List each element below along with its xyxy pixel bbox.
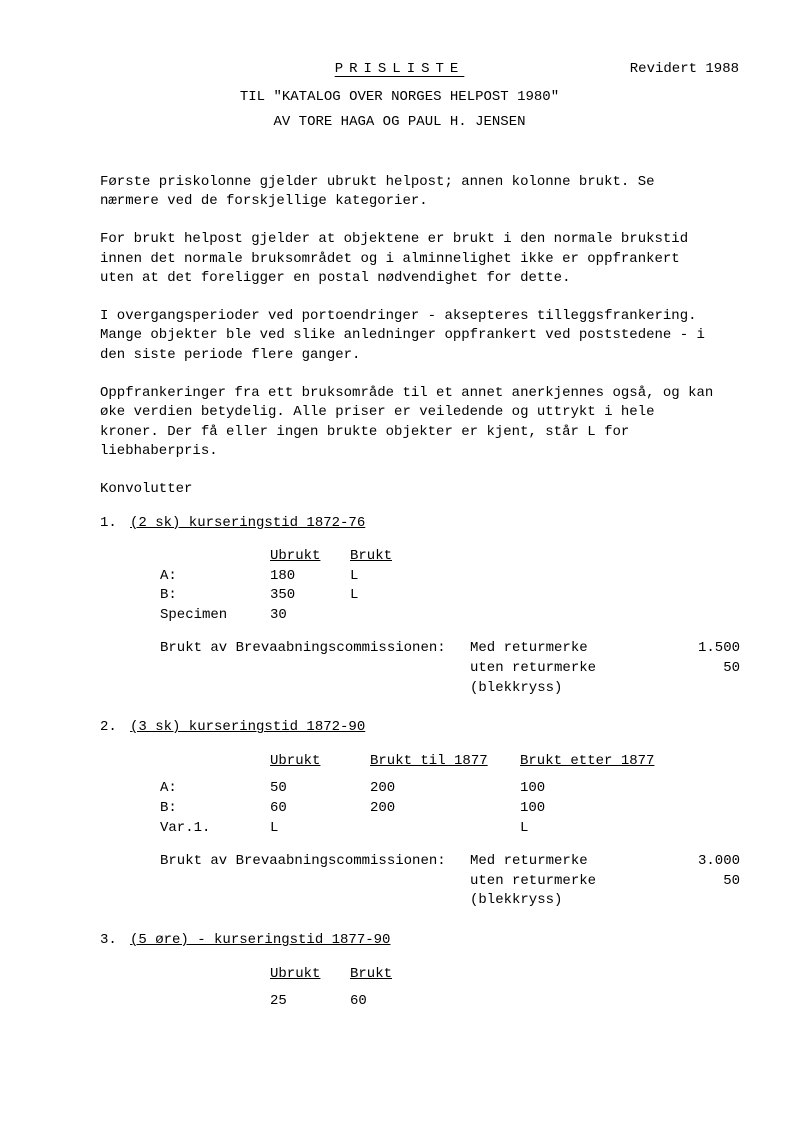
item-2-table: Ubrukt Brukt til 1877 Brukt etter 1877 A… (160, 752, 739, 838)
col-ubrukt: Ubrukt (270, 547, 350, 567)
cell: 180 (270, 567, 350, 587)
blank-cell (160, 752, 270, 772)
blank (160, 659, 470, 698)
item-2-title: (3 sk) kurseringstid 1872-90 (130, 718, 365, 738)
note-mid: Med returmerke (470, 639, 680, 659)
cell: 60 (270, 799, 370, 819)
cell: 25 (270, 992, 350, 1012)
note-val: 50 (680, 659, 740, 698)
table-row: Specimen 30 (160, 606, 739, 626)
cell: 200 (370, 779, 520, 799)
note-val: 3.000 (680, 852, 740, 872)
subtitle: TIL "KATALOG OVER NORGES HELPOST 1980" (60, 88, 739, 108)
paragraph-3: I overgangsperioder ved portoendringer -… (100, 307, 719, 366)
cell: 50 (270, 779, 370, 799)
cell: L (350, 567, 430, 587)
col-ubrukt: Ubrukt (270, 965, 350, 985)
cell: L (270, 819, 370, 839)
col-ubrukt: Ubrukt (270, 752, 370, 772)
item-2-note: Brukt av Brevaabningscommissionen: Med r… (160, 852, 739, 911)
col-brukt-etter: Brukt etter 1877 (520, 752, 670, 772)
note-mid: Med returmerke (470, 852, 680, 872)
authors: AV TORE HAGA OG PAUL H. JENSEN (60, 113, 739, 133)
revision-label: Revidert 1988 (630, 60, 739, 80)
cell: 60 (350, 992, 430, 1012)
item-3-table: Ubrukt Brukt 25 60 (160, 965, 739, 1012)
cell: 200 (370, 799, 520, 819)
item-2-num: 2. (100, 718, 130, 738)
item-1-note: Brukt av Brevaabningscommissionen: Med r… (160, 639, 739, 698)
blank (160, 872, 470, 911)
item-1-header: 1. (2 sk) kurseringstid 1872-76 (100, 514, 739, 534)
cell: 30 (270, 606, 350, 626)
paragraph-1: Første priskolonne gjelder ubrukt helpos… (100, 173, 719, 212)
cell (350, 606, 430, 626)
item-2-header: 2. (3 sk) kurseringstid 1872-90 (100, 718, 739, 738)
row-label: A: (160, 779, 270, 799)
cell: L (350, 586, 430, 606)
table-row: 25 60 (160, 992, 739, 1012)
table-row: A: 180 L (160, 567, 739, 587)
note-mid: uten returmerke (blekkryss) (470, 659, 680, 698)
table-row: A: 50 200 100 (160, 779, 739, 799)
row-label: B: (160, 799, 270, 819)
note-left: Brukt av Brevaabningscommissionen: (160, 852, 470, 872)
col-brukt: Brukt (350, 965, 430, 985)
col-brukt: Brukt (350, 547, 430, 567)
item-1-num: 1. (100, 514, 130, 534)
cell (370, 819, 520, 839)
row-label: Var.1. (160, 819, 270, 839)
cell: 100 (520, 799, 670, 819)
cell: 100 (520, 779, 670, 799)
item-3-header: 3. (5 øre) - kurseringstid 1877-90 (100, 931, 739, 951)
item-3-num: 3. (100, 931, 130, 951)
table-row: B: 350 L (160, 586, 739, 606)
col-brukt-til: Brukt til 1877 (370, 752, 520, 772)
item-1-table: Ubrukt Brukt A: 180 L B: 350 L Specimen … (160, 547, 739, 625)
note-left: Brukt av Brevaabningscommissionen: (160, 639, 470, 659)
table-row: B: 60 200 100 (160, 799, 739, 819)
note-val: 1.500 (680, 639, 740, 659)
cell: L (520, 819, 670, 839)
blank-cell (160, 965, 270, 985)
table-row: Var.1. L L (160, 819, 739, 839)
cell: 350 (270, 586, 350, 606)
row-label: Specimen (160, 606, 270, 626)
section-title: Konvolutter (100, 480, 739, 500)
note-val: 50 (680, 872, 740, 911)
item-3-title: (5 øre) - kurseringstid 1877-90 (130, 931, 390, 951)
paragraph-4: Oppfrankeringer fra ett bruksområde til … (100, 384, 719, 462)
item-1-title: (2 sk) kurseringstid 1872-76 (130, 514, 365, 534)
paragraph-2: For brukt helpost gjelder at objektene e… (100, 230, 719, 289)
note-mid: uten returmerke (blekkryss) (470, 872, 680, 911)
row-label: A: (160, 567, 270, 587)
row-label: B: (160, 586, 270, 606)
blank-cell (160, 547, 270, 567)
blank (160, 992, 270, 1012)
